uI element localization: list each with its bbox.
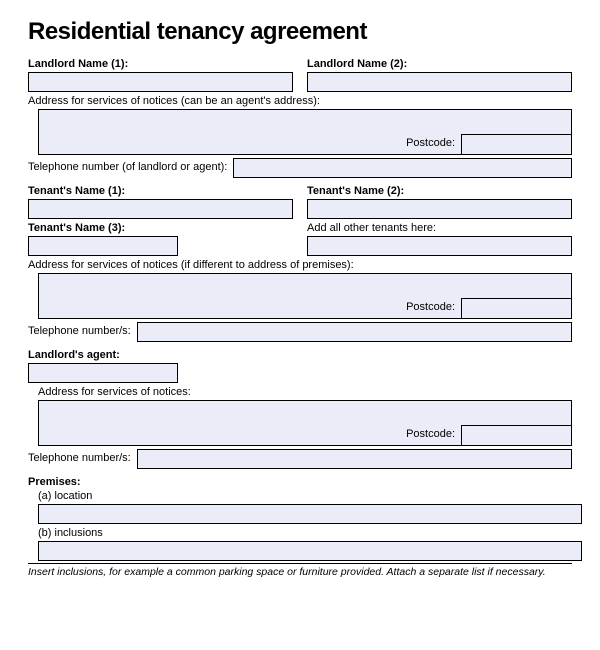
page-title: Residential tenancy agreement — [28, 18, 572, 46]
landlord-name1-field[interactable] — [28, 72, 293, 92]
tenant-name3-label: Tenant's Name (3): — [28, 222, 293, 234]
agent-postcode-field[interactable] — [461, 425, 571, 445]
landlord-postcode-field[interactable] — [461, 134, 571, 154]
tenant-name1-field[interactable] — [28, 199, 293, 219]
tenant-postcode-field[interactable] — [461, 298, 571, 318]
tenant-name3-field[interactable] — [28, 236, 178, 256]
premises-inclusions-label: (b) inclusions — [38, 527, 572, 539]
landlord-address-label: Address for services of notices (can be … — [28, 95, 572, 107]
landlord-name1-label: Landlord Name (1): — [28, 58, 293, 70]
agent-address-field[interactable]: Postcode: — [38, 400, 572, 446]
landlord-name2-label: Landlord Name (2): — [307, 58, 572, 70]
agent-postcode-label: Postcode: — [406, 428, 461, 443]
agent-phone-field[interactable] — [137, 449, 572, 469]
landlord-names-row: Landlord Name (1): Landlord Name (2): — [28, 58, 572, 92]
landlord-name2-field[interactable] — [307, 72, 572, 92]
tenant-phone-label: Telephone number/s: — [28, 325, 131, 337]
tenant-others-field[interactable] — [307, 236, 572, 256]
tenant-names-row1: Tenant's Name (1): Tenant's Name (2): — [28, 185, 572, 219]
premises-location-field[interactable] — [38, 504, 582, 524]
premises-title-label: Premises: — [28, 476, 572, 488]
tenant-postcode-label: Postcode: — [406, 301, 461, 316]
landlord-address-field[interactable]: Postcode: — [38, 109, 572, 155]
premises-location-label: (a) location — [38, 490, 572, 502]
tenant-address-field[interactable]: Postcode: — [38, 273, 572, 319]
agent-name-field[interactable] — [28, 363, 178, 383]
landlord-phone-label: Telephone number (of landlord or agent): — [28, 161, 227, 173]
inclusions-footnote: Insert inclusions, for example a common … — [28, 563, 572, 578]
tenant-name2-label: Tenant's Name (2): — [307, 185, 572, 197]
tenant-name1-label: Tenant's Name (1): — [28, 185, 293, 197]
tenant-phone-field[interactable] — [137, 322, 572, 342]
tenant-name2-field[interactable] — [307, 199, 572, 219]
agent-title-label: Landlord's agent: — [28, 349, 572, 361]
landlord-phone-row: Telephone number (of landlord or agent): — [28, 158, 572, 178]
premises-inclusions-field[interactable] — [38, 541, 582, 561]
agent-address-label: Address for services of notices: — [38, 386, 572, 398]
landlord-postcode-label: Postcode: — [406, 137, 461, 152]
landlord-phone-field[interactable] — [233, 158, 572, 178]
agent-phone-label: Telephone number/s: — [28, 452, 131, 464]
tenant-names-row2: Tenant's Name (3): Add all other tenants… — [28, 222, 572, 256]
tenant-phone-row: Telephone number/s: — [28, 322, 572, 342]
tenant-others-label: Add all other tenants here: — [307, 222, 572, 234]
tenant-address-label: Address for services of notices (if diff… — [28, 259, 572, 271]
agent-phone-row: Telephone number/s: — [28, 449, 572, 469]
